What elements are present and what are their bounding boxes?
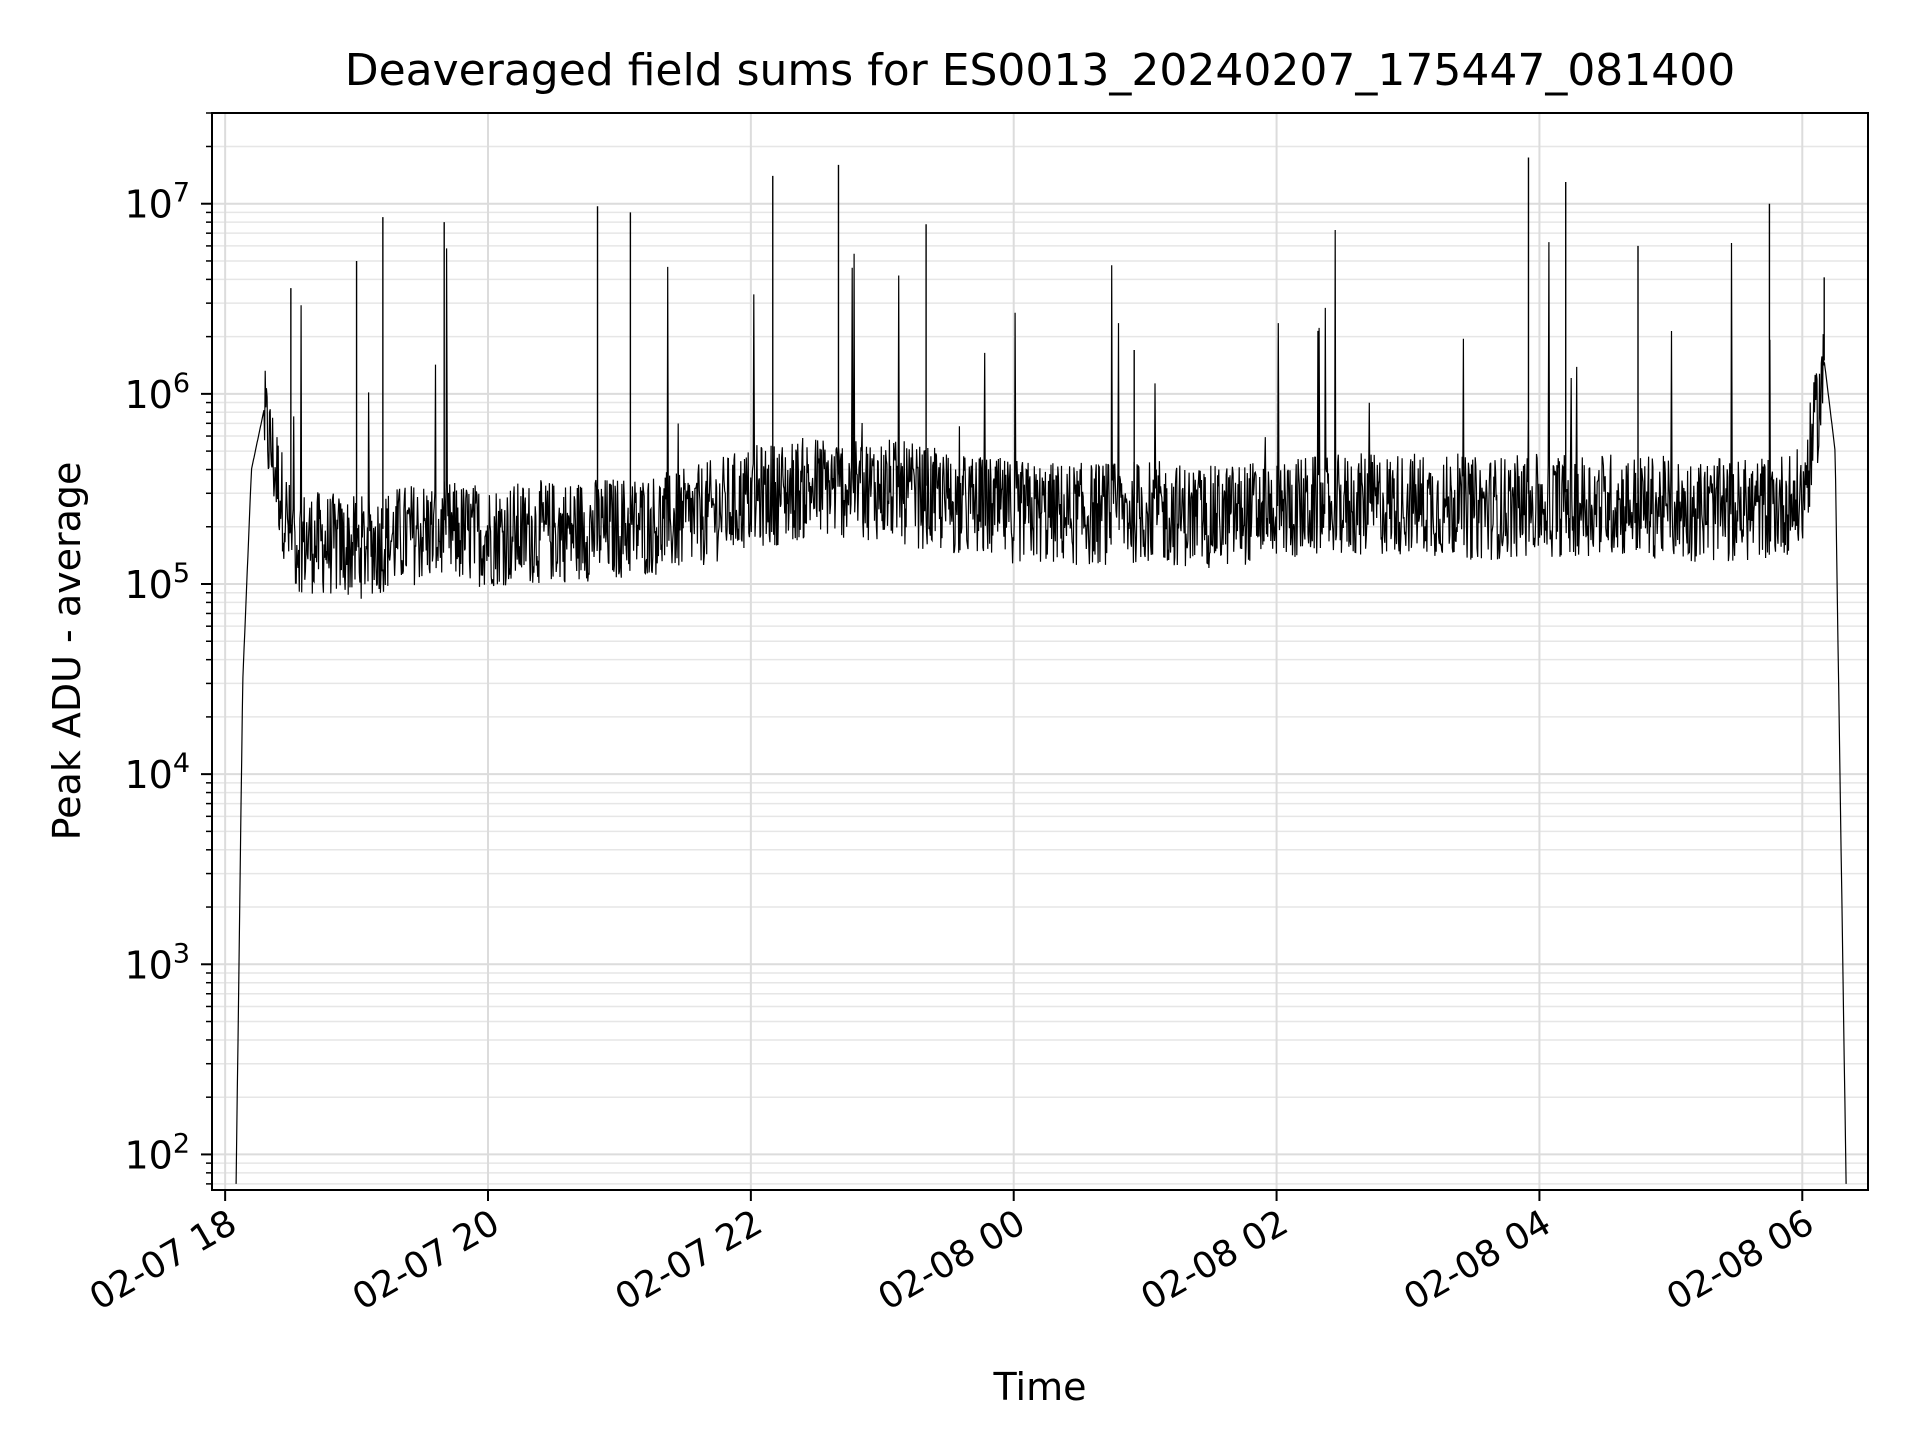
- chart-title: Deaveraged field sums for ES0013_2024020…: [345, 45, 1736, 96]
- y-tick-label: 103: [124, 938, 190, 987]
- y-tick-label: 106: [124, 368, 190, 417]
- series-layer: [235, 157, 1847, 1184]
- y-tick-label: 102: [124, 1128, 190, 1177]
- y-tick-label: 105: [124, 558, 190, 607]
- x-axis-label: Time: [993, 1365, 1087, 1409]
- series-line: [235, 229, 1847, 1184]
- y-axis-label: Peak ADU - average: [45, 462, 89, 841]
- grid: [212, 112, 1868, 1190]
- plot-frame: [211, 112, 1869, 1191]
- y-tick-label: 107: [124, 178, 190, 227]
- y-tick-label: 104: [124, 748, 190, 797]
